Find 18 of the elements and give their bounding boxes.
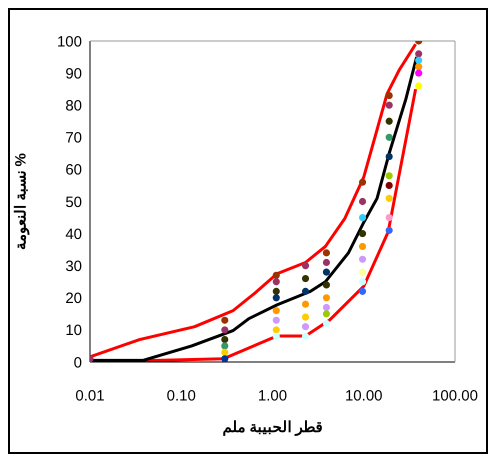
y-tick-label: 60 [65,162,82,179]
y-tick-label: 50 [65,194,82,211]
y-tick-label: 80 [65,98,82,115]
x-tick-label: 100.00 [432,388,478,405]
x-axis-title: قطر الحبيبة ملم [222,419,323,436]
y-tick-label: 0 [74,354,82,372]
y-axis-title: نسبة النعومة % [12,153,30,250]
x-tick-label: 1.00 [258,388,288,405]
x-tick-label: 10.00 [344,388,383,405]
x-tick-label: 0.01 [75,388,105,405]
y-tick-label: 70 [65,130,82,147]
y-tick-label: 90 [65,65,82,82]
y-tick-label: 10 [65,322,82,340]
y-tick-label: 100 [56,33,82,50]
y-tick-label: 40 [65,226,82,243]
x-tick-label: 0.10 [166,388,196,405]
y-tick-label: 20 [65,290,82,308]
y-tick-label: 30 [65,258,82,276]
